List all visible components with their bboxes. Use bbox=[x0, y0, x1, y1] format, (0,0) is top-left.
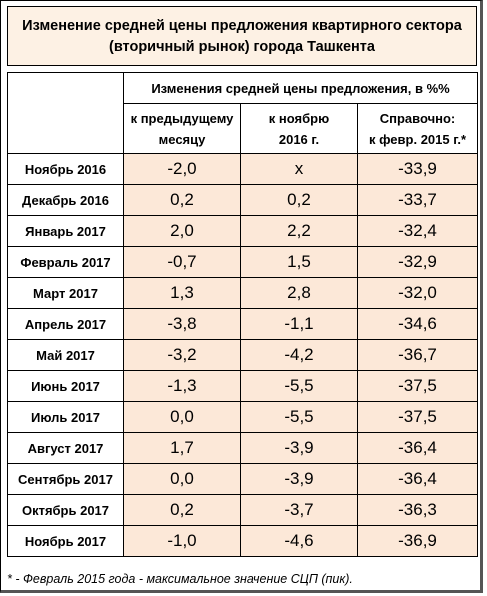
table-title: Изменение средней цены предложения кварт… bbox=[7, 6, 477, 66]
row-month-label: Февраль 2017 bbox=[7, 246, 124, 278]
cell-prev-month: 0,0 bbox=[123, 463, 241, 495]
table-row: Май 2017 -3,2 -4,2 -36,7 bbox=[7, 339, 479, 371]
table-row: Ноябрь 2017 -1,0 -4,6 -36,9 bbox=[7, 525, 479, 557]
cell-prev-month: 0,0 bbox=[123, 401, 241, 433]
cell-vs-feb-2015: -32,9 bbox=[356, 246, 479, 278]
cell-vs-nov-2016: -5,5 bbox=[240, 370, 358, 402]
row-month-label: Июль 2017 bbox=[7, 401, 124, 433]
column-header-nov-2016: к ноябрю 2016 г. bbox=[240, 103, 358, 154]
title-line-2: (вторичный рынок) города Ташкента bbox=[109, 39, 375, 55]
cell-prev-month: 1,7 bbox=[123, 432, 241, 464]
cell-prev-month: -1,3 bbox=[123, 370, 241, 402]
table-row: Октябрь 2017 0,2 -3,7 -36,3 bbox=[7, 494, 479, 526]
table-row: Сентябрь 2017 0,0 -3,9 -36,4 bbox=[7, 463, 479, 495]
cell-vs-nov-2016: 0,2 bbox=[240, 184, 358, 216]
row-month-label: Ноябрь 2017 bbox=[7, 525, 124, 557]
header-row-columns: к предыдущему месяцу к ноябрю 2016 г. Сп… bbox=[8, 103, 479, 154]
price-change-table: Изменения средней цены предложения, в %%… bbox=[7, 72, 479, 557]
column-header-nov-line1: к ноябрю bbox=[268, 110, 330, 126]
cell-vs-feb-2015: -36,7 bbox=[356, 339, 479, 371]
cell-prev-month: -3,2 bbox=[123, 339, 241, 371]
row-month-label: Июнь 2017 bbox=[7, 370, 124, 402]
header-row-top: Изменения средней цены предложения, в %% bbox=[7, 72, 479, 154]
cell-vs-nov-2016: -4,2 bbox=[240, 339, 358, 371]
cell-vs-nov-2016: -4,6 bbox=[240, 525, 358, 557]
cell-prev-month: -0,7 bbox=[123, 246, 241, 278]
cell-vs-feb-2015: -33,9 bbox=[356, 153, 479, 185]
column-header-nov-line2: 2016 г. bbox=[278, 131, 320, 147]
cell-vs-nov-2016: 1,5 bbox=[240, 246, 358, 278]
corner-cell bbox=[7, 72, 124, 154]
cell-vs-nov-2016: х bbox=[240, 153, 358, 185]
cell-vs-nov-2016: -1,1 bbox=[240, 308, 358, 340]
table-row: Июль 2017 0,0 -5,5 -37,5 bbox=[7, 401, 479, 433]
row-month-label: Август 2017 bbox=[7, 432, 124, 464]
cell-vs-feb-2015: -36,4 bbox=[356, 463, 479, 495]
row-month-label: Апрель 2017 bbox=[7, 308, 124, 340]
cell-vs-feb-2015: -36,3 bbox=[356, 494, 479, 526]
cell-prev-month: 0,2 bbox=[123, 494, 241, 526]
table-row: Август 2017 1,7 -3,9 -36,4 bbox=[7, 432, 479, 464]
cell-vs-feb-2015: -37,5 bbox=[356, 370, 479, 402]
cell-vs-nov-2016: -3,7 bbox=[240, 494, 358, 526]
table-row: Февраль 2017 -0,7 1,5 -32,9 bbox=[7, 246, 479, 278]
table-row: Март 2017 1,3 2,8 -32,0 bbox=[7, 277, 479, 309]
row-month-label: Октябрь 2017 bbox=[7, 494, 124, 526]
cell-prev-month: -3,8 bbox=[123, 308, 241, 340]
cell-vs-nov-2016: -5,5 bbox=[240, 401, 358, 433]
row-month-label: Май 2017 bbox=[7, 339, 124, 371]
column-header-feb-2015: Справочно: к февр. 2015 г.* bbox=[356, 103, 479, 154]
cell-vs-feb-2015: -36,4 bbox=[356, 432, 479, 464]
title-line-1: Изменение средней цены предложения кварт… bbox=[22, 18, 462, 34]
cell-prev-month: 0,2 bbox=[123, 184, 241, 216]
table-row: Январь 2017 2,0 2,2 -32,4 bbox=[7, 215, 479, 247]
row-month-label: Январь 2017 bbox=[7, 215, 124, 247]
table-row: Июнь 2017 -1,3 -5,5 -37,5 bbox=[7, 370, 479, 402]
cell-vs-feb-2015: -36,9 bbox=[356, 525, 479, 557]
cell-prev-month: 2,0 bbox=[123, 215, 241, 247]
row-month-label: Сентябрь 2017 bbox=[7, 463, 124, 495]
column-header-ref-line1: Справочно: bbox=[379, 110, 456, 126]
cell-vs-feb-2015: -32,4 bbox=[356, 215, 479, 247]
cell-vs-feb-2015: -32,0 bbox=[356, 277, 479, 309]
cell-vs-feb-2015: -33,7 bbox=[356, 184, 479, 216]
column-header-prev-month: к предыдущему месяцу bbox=[123, 103, 241, 154]
cell-vs-feb-2015: -37,5 bbox=[356, 401, 479, 433]
table-body: Изменения средней цены предложения, в %%… bbox=[7, 72, 479, 557]
table-row: Декабрь 2016 0,2 0,2 -33,7 bbox=[7, 184, 479, 216]
cell-vs-nov-2016: -3,9 bbox=[240, 432, 358, 464]
row-month-label: Декабрь 2016 bbox=[7, 184, 124, 216]
cell-prev-month: -2,0 bbox=[123, 153, 241, 185]
cell-prev-month: 1,3 bbox=[123, 277, 241, 309]
group-header: Изменения средней цены предложения, в %% bbox=[122, 72, 479, 104]
column-header-prev-line1: к предыдущему bbox=[130, 110, 234, 126]
table-row: Ноябрь 2016 -2,0 х -33,9 bbox=[7, 153, 479, 185]
cell-vs-nov-2016: -3,9 bbox=[240, 463, 358, 495]
column-header-ref-line2: к февр. 2015 г.* bbox=[368, 131, 467, 147]
row-month-label: Март 2017 bbox=[7, 277, 124, 309]
column-header-prev-line2: месяцу bbox=[158, 131, 206, 147]
cell-vs-nov-2016: 2,8 bbox=[240, 277, 358, 309]
cell-vs-nov-2016: 2,2 bbox=[240, 215, 358, 247]
cell-vs-feb-2015: -34,6 bbox=[356, 308, 479, 340]
table-row: Апрель 2017 -3,8 -1,1 -34,6 bbox=[7, 308, 479, 340]
row-month-label: Ноябрь 2016 bbox=[7, 153, 124, 185]
footnote: * - Февраль 2015 года - максимальное зна… bbox=[7, 572, 353, 586]
cell-prev-month: -1,0 bbox=[123, 525, 241, 557]
